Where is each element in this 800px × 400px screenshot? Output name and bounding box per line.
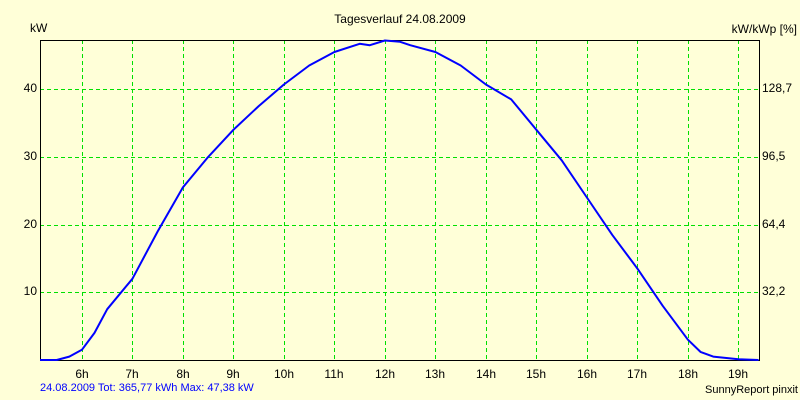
x-tick-label: 16h (576, 367, 598, 381)
x-tick-label: 17h (626, 367, 648, 381)
x-tick-label: 12h (374, 367, 396, 381)
x-tick-label: 13h (424, 367, 446, 381)
chart-title: Tagesverlauf 24.08.2009 (334, 12, 466, 26)
left-axis-label: kW (30, 21, 48, 35)
right-axis-label: kW/kWp [%] (731, 22, 797, 36)
x-tick-label: 11h (324, 367, 344, 381)
y2-tick-label: 96,5 (762, 149, 786, 163)
x-tick-label: 15h (525, 367, 547, 381)
x-tick-label: 8h (176, 367, 190, 381)
power-curve (40, 39, 759, 361)
x-tick-label: 10h (273, 367, 295, 381)
y-tick-label: 30 (23, 149, 37, 163)
x-tick-label: 7h (125, 367, 139, 381)
x-tick-label: 14h (475, 367, 497, 381)
y-tick-label: 40 (23, 81, 37, 95)
y2-tick-label: 128,7 (762, 81, 793, 95)
y-tick-label: 10 (23, 284, 37, 298)
x-tick-label: 18h (677, 367, 699, 381)
y-tick-label: 20 (23, 217, 37, 231)
brand-label: SunnyReport pinxit (705, 384, 798, 396)
plot-frame (40, 40, 760, 360)
x-tick-label: 19h (727, 367, 749, 381)
x-tick-label: 6h (75, 367, 89, 381)
x-tick-label: 9h (226, 367, 240, 381)
y2-tick-label: 32,2 (762, 284, 786, 298)
daily-summary: 24.08.2009 Tot: 365,77 kWh Max: 47,38 kW (40, 382, 254, 394)
y2-tick-label: 64,4 (762, 217, 786, 231)
